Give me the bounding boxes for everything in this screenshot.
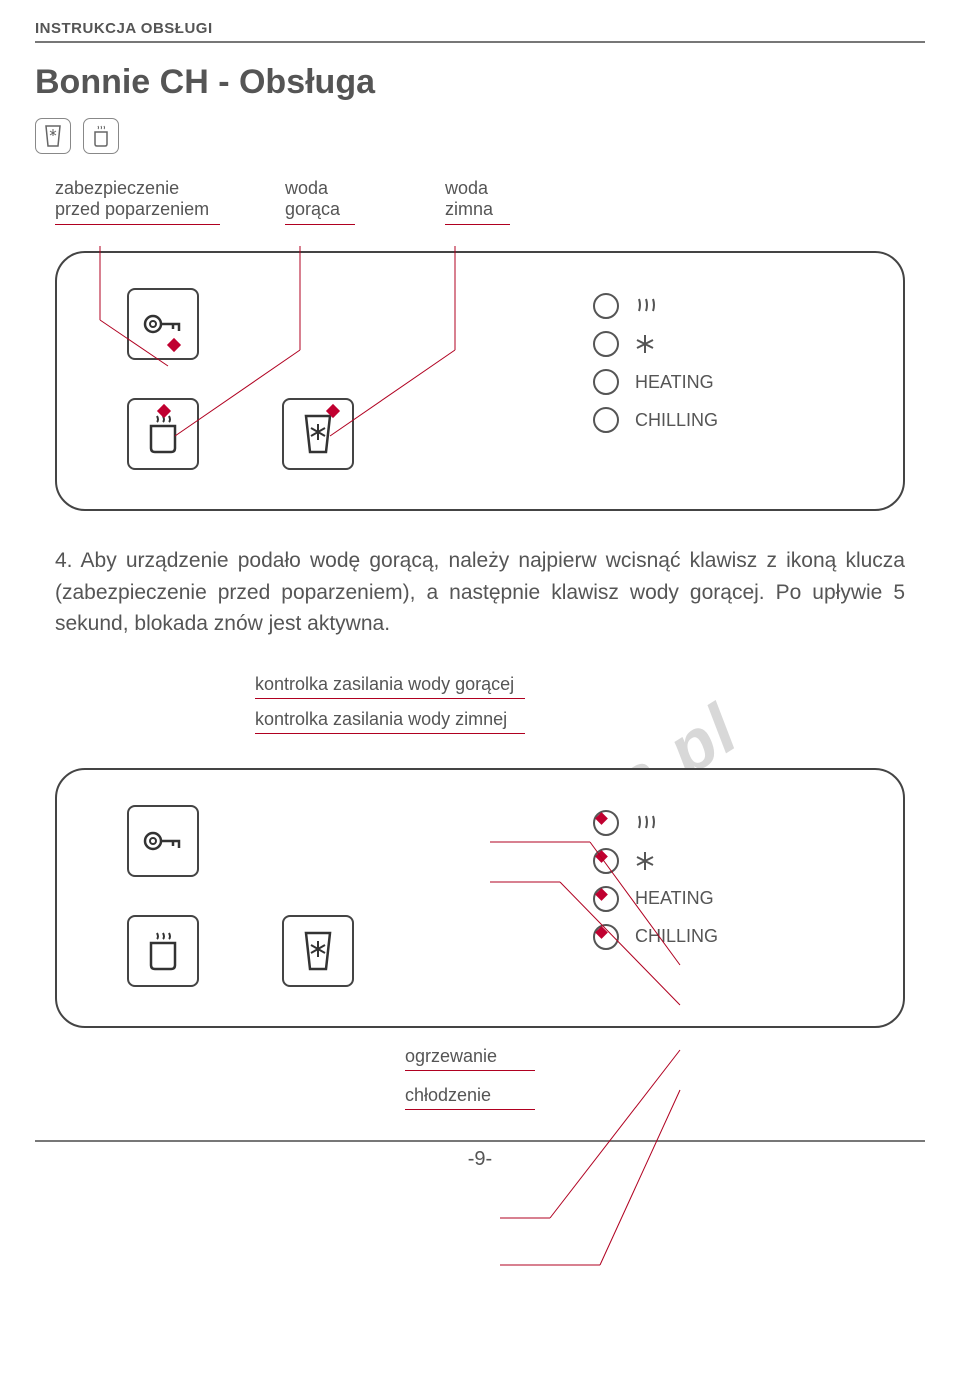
page-number: -9- (35, 1148, 925, 1171)
led-heating-row-2: HEATING (593, 886, 718, 912)
key-button-2[interactable] (127, 805, 199, 877)
led-chilling-row-2: CHILLING (593, 924, 718, 950)
label-cold-supply: kontrolka zasilania wody zimnej (255, 709, 507, 729)
led-steam-row-2 (593, 810, 718, 836)
led-steam-2 (593, 810, 619, 836)
led-column-1: HEATING CHILLING (593, 293, 718, 433)
small-icons-row (35, 118, 925, 154)
led-steam (593, 293, 619, 319)
led-heating-label-2: HEATING (635, 888, 714, 909)
led-heating-2 (593, 886, 619, 912)
led-snow-2 (593, 848, 619, 874)
bottom-callout-labels: ogrzewanie chłodzenie (405, 1046, 925, 1110)
led-snow (593, 331, 619, 357)
body-paragraph: 4. Aby urządzenie podało wodę gorącą, na… (55, 545, 905, 640)
doc-header: INSTRUKCJA OBSŁUGI (35, 20, 925, 37)
control-panel-2: HEATING CHILLING (55, 768, 905, 1028)
led-snow-row-2 (593, 848, 718, 874)
footer-rule (35, 1140, 925, 1142)
led-steam-row (593, 293, 718, 319)
cold-water-button-2[interactable] (282, 915, 354, 987)
led-heating-label: HEATING (635, 372, 714, 393)
label-heating-pl: ogrzewanie (405, 1046, 497, 1066)
cold-glass-icon (35, 118, 71, 154)
label-chilling-pl: chłodzenie (405, 1085, 491, 1105)
led-column-2: HEATING CHILLING (593, 810, 718, 950)
steam-icon (635, 814, 657, 832)
led-chilling-2 (593, 924, 619, 950)
top-callout-labels: zabezpieczenie przed poparzeniem woda go… (55, 178, 925, 220)
hot-water-button[interactable] (127, 398, 199, 470)
led-heating (593, 369, 619, 395)
snow-icon (635, 334, 655, 354)
key-button[interactable] (127, 288, 199, 360)
led-heating-row: HEATING (593, 369, 718, 395)
header-rule (35, 41, 925, 43)
led-chilling-label: CHILLING (635, 410, 718, 431)
label-cold-water: woda zimna (445, 178, 585, 220)
label-protection: zabezpieczenie przed poparzeniem (55, 178, 285, 220)
led-chilling (593, 407, 619, 433)
label-hot-water: woda gorąca (285, 178, 445, 220)
hot-cup-icon (83, 118, 119, 154)
hot-water-button-2[interactable] (127, 915, 199, 987)
page-title: Bonnie CH - Obsługa (35, 63, 925, 102)
led-chilling-label-2: CHILLING (635, 926, 718, 947)
mid-callout-labels: kontrolka zasilania wody gorącej kontrol… (255, 674, 925, 734)
top-underlines (55, 224, 925, 225)
led-chilling-row: CHILLING (593, 407, 718, 433)
label-hot-supply: kontrolka zasilania wody gorącej (255, 674, 514, 694)
led-snow-row (593, 331, 718, 357)
snow-icon (635, 851, 655, 871)
control-panel-1: HEATING CHILLING (55, 251, 905, 511)
cold-water-button[interactable] (282, 398, 354, 470)
steam-icon (635, 297, 657, 315)
